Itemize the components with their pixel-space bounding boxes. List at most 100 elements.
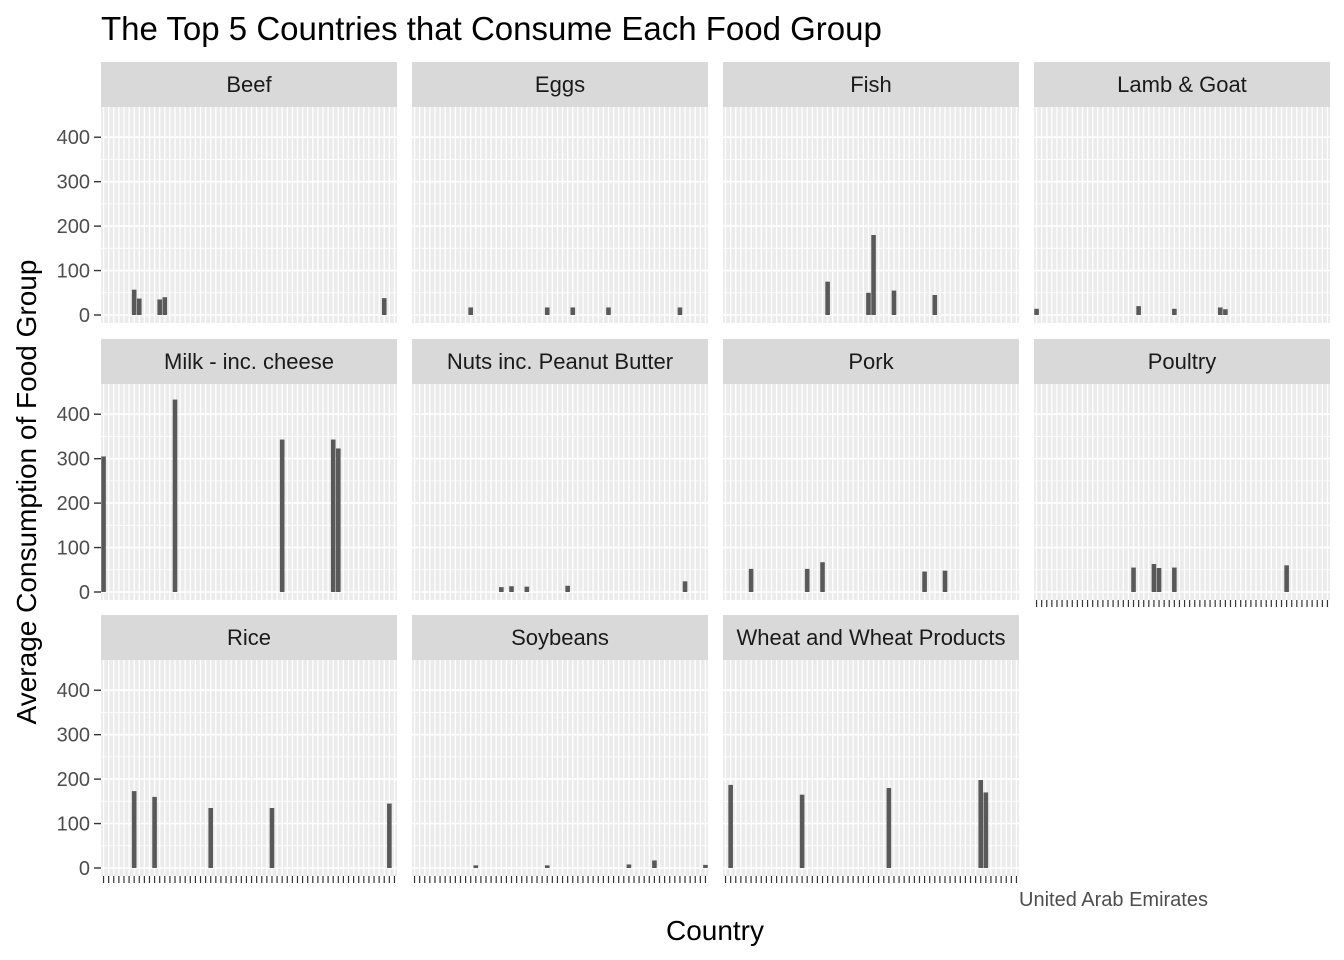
y-tick-label: 200: [57, 493, 90, 515]
bar-rice: [269, 808, 275, 868]
strip-label-eggs: Eggs: [535, 72, 585, 97]
bar-rice: [152, 796, 157, 868]
y-tick-label: 300: [57, 725, 90, 747]
panel-milk-inc-cheese: Milk - inc. cheese 0 100 200 300 400: [57, 339, 397, 604]
y-axis-title: Average Consumption of Food Group: [11, 260, 42, 725]
strip-label-wheat-and-wheat-products: Wheat and Wheat Products: [736, 625, 1005, 650]
panel-fish: Fish: [723, 62, 1019, 323]
bar-nuts-inc-peanut-butter: [565, 585, 570, 592]
bar-fish: [871, 235, 876, 315]
bar-poultry: [1156, 568, 1162, 592]
y-tick-label: 200: [57, 216, 90, 238]
bar-eggs: [570, 307, 576, 315]
plot-background: [412, 384, 708, 600]
bar-soybeans: [626, 864, 632, 868]
panel-pork: Pork: [723, 339, 1019, 600]
plot-background: [723, 384, 1019, 600]
bar-rice: [208, 808, 214, 868]
bar-soybeans: [652, 860, 657, 868]
panel-poultry: Poultry: [1034, 339, 1330, 607]
facet-panels: Beef 0 100 200 300 400 Eggs Fish Lamb & Goat Milk…: [57, 62, 1330, 911]
panel-soybeans: Soybeans: [412, 615, 708, 883]
strip-label-rice: Rice: [227, 625, 271, 650]
bar-nuts-inc-peanut-butter: [509, 586, 514, 592]
panel-eggs: Eggs: [412, 62, 708, 323]
bar-pork: [820, 562, 825, 592]
bar-beef: [157, 299, 162, 315]
strip-label-milk-inc-cheese: Milk - inc. cheese: [164, 349, 334, 374]
plot-background: [412, 107, 708, 323]
bar-pork: [804, 568, 810, 592]
panel-beef: Beef 0 100 200 300 400: [57, 62, 397, 327]
strip-pork: [723, 339, 1019, 384]
bar-soybeans: [473, 865, 479, 868]
bar-beef: [162, 297, 168, 315]
plot-background: [101, 660, 397, 876]
bar-milk-inc-cheese: [101, 456, 106, 592]
panel-wheat-and-wheat-products: Wheat and Wheat Products: [723, 615, 1019, 883]
bar-wheat-and-wheat-products: [886, 788, 892, 868]
strip-soybeans: [412, 615, 708, 660]
panel-rice: Rice 0 100 200 300 400: [57, 615, 397, 883]
y-tick-label: 300: [57, 172, 90, 194]
strip-rice: [101, 615, 397, 660]
plot-background: [1034, 384, 1330, 600]
panel-nuts-inc-peanut-butter: Nuts inc. Peanut Butter: [412, 339, 708, 600]
strip-wheat-and-wheat-products: [723, 615, 1019, 660]
strip-label-pork: Pork: [848, 349, 894, 374]
bar-lamb-goat: [1223, 309, 1228, 315]
y-tick-label: 0: [79, 305, 90, 327]
bar-eggs: [544, 307, 550, 315]
bar-nuts-inc-peanut-butter: [682, 581, 688, 592]
strip-label-beef: Beef: [226, 72, 272, 97]
strip-eggs: [412, 62, 708, 107]
strip-beef: [101, 62, 397, 107]
y-tick-label: 0: [79, 582, 90, 604]
bar-milk-inc-cheese: [279, 439, 285, 592]
bar-poultry: [1172, 567, 1177, 592]
strip-label-lamb-goat: Lamb & Goat: [1117, 72, 1247, 97]
bar-fish: [891, 290, 897, 315]
bar-soybeans: [703, 864, 708, 868]
y-tick-label: 400: [57, 127, 90, 149]
plot-background: [723, 107, 1019, 323]
bar-nuts-inc-peanut-butter: [499, 587, 504, 592]
bar-fish: [866, 292, 871, 315]
bar-beef: [131, 289, 137, 315]
chart-title: The Top 5 Countries that Consume Each Fo…: [101, 10, 882, 47]
plot-background: [101, 107, 397, 323]
plot-background: [723, 660, 1019, 876]
bar-lamb-goat: [1217, 307, 1223, 315]
strip-label-fish: Fish: [850, 72, 892, 97]
y-tick-label: 0: [79, 858, 90, 880]
bar-fish: [825, 281, 830, 315]
bar-beef: [136, 298, 142, 315]
bar-wheat-and-wheat-products: [983, 792, 989, 868]
bar-lamb-goat: [1034, 308, 1039, 315]
bar-poultry: [1131, 567, 1136, 592]
bar-lamb-goat: [1136, 306, 1141, 315]
plot-background: [101, 384, 397, 600]
y-tick-label: 100: [57, 261, 90, 283]
strip-lamb-goat: [1034, 62, 1330, 107]
bar-wheat-and-wheat-products: [799, 794, 805, 868]
bar-wheat-and-wheat-products: [978, 780, 984, 868]
bar-rice: [387, 803, 392, 868]
y-tick-label: 400: [57, 680, 90, 702]
strip-label-poultry: Poultry: [1148, 349, 1216, 374]
bar-beef: [381, 298, 387, 315]
bar-poultry: [1284, 565, 1289, 592]
bar-pork: [942, 570, 948, 592]
bar-milk-inc-cheese: [336, 448, 341, 592]
strip-label-nuts-inc-peanut-butter: Nuts inc. Peanut Butter: [447, 349, 673, 374]
bar-soybeans: [544, 865, 550, 868]
bar-milk-inc-cheese: [172, 399, 178, 592]
bar-poultry: [1151, 564, 1157, 592]
bar-nuts-inc-peanut-butter: [524, 586, 530, 592]
strip-milk-inc-cheese: [101, 339, 397, 384]
y-tick-label: 300: [57, 449, 90, 471]
plot-background: [1034, 107, 1330, 323]
y-tick-label: 400: [57, 404, 90, 426]
strip-poultry: [1034, 339, 1330, 384]
